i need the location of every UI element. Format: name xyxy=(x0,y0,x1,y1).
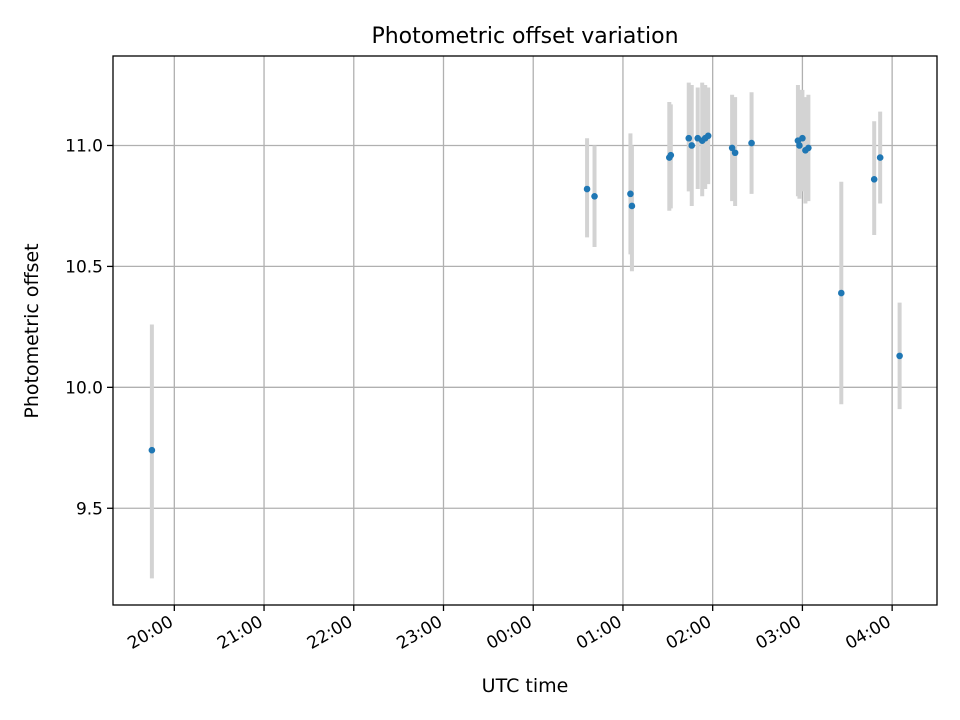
data-point xyxy=(796,142,803,149)
data-point xyxy=(148,446,156,454)
data-point xyxy=(748,139,755,147)
data-point xyxy=(583,185,591,193)
data-point xyxy=(667,151,675,159)
data-markers xyxy=(148,132,903,454)
chart-title: Photometric offset variation xyxy=(371,24,678,49)
data-point xyxy=(728,144,736,152)
data-point xyxy=(876,154,884,161)
data-point xyxy=(627,190,634,198)
data-point xyxy=(837,289,845,297)
y-axis-label: Photometric offset xyxy=(21,243,43,418)
data-point xyxy=(688,142,696,149)
data-point xyxy=(799,134,806,142)
data-point xyxy=(628,202,636,210)
data-point xyxy=(870,176,878,183)
data-point xyxy=(805,144,812,152)
y-tick-label: 10.0 xyxy=(65,378,103,398)
plot-area-frame xyxy=(112,55,938,606)
data-point xyxy=(685,134,693,142)
y-tick-label: 9.5 xyxy=(76,499,103,519)
y-tick-label: 11.0 xyxy=(65,136,103,156)
data-point xyxy=(731,149,739,157)
y-axis-ticks: 9.5 10.0 10.5 11.0 xyxy=(65,136,113,519)
data-point xyxy=(896,352,903,360)
data-point xyxy=(591,192,598,200)
data-point xyxy=(704,132,712,140)
x-axis-label: UTC time xyxy=(482,675,569,697)
y-tick-label: 10.5 xyxy=(65,257,103,277)
